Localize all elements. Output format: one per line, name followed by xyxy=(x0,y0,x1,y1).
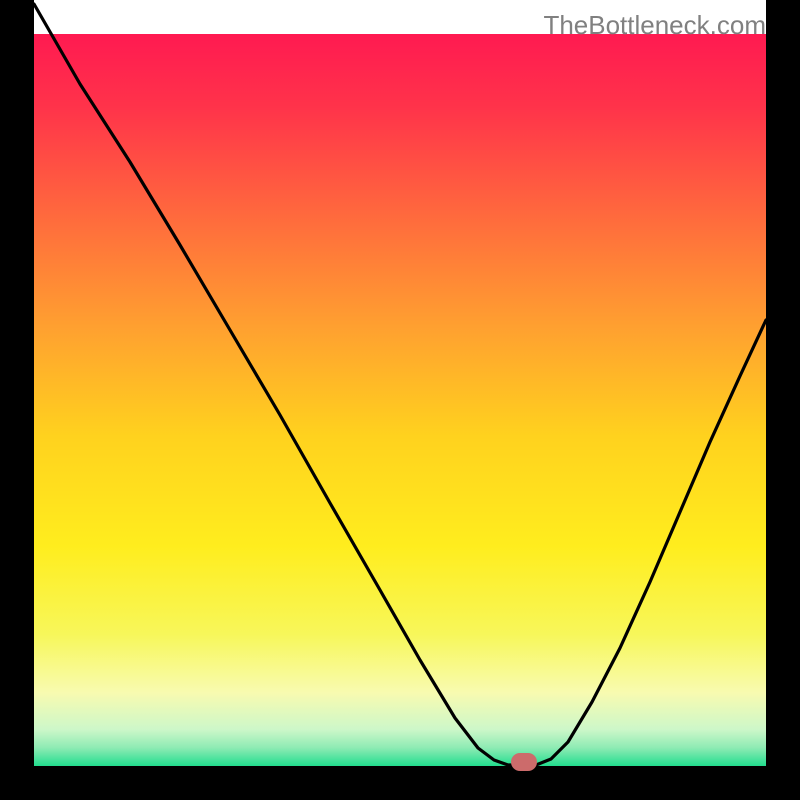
plot-background xyxy=(34,34,766,766)
chart-canvas: TheBottleneck.com xyxy=(0,0,800,800)
border-right xyxy=(766,0,800,800)
optimal-point-marker xyxy=(511,753,537,771)
plot-svg xyxy=(0,0,800,800)
bottleneck-curve xyxy=(34,4,766,765)
watermark-text: TheBottleneck.com xyxy=(543,10,766,41)
border-left xyxy=(0,0,34,800)
border-bottom xyxy=(0,766,800,800)
